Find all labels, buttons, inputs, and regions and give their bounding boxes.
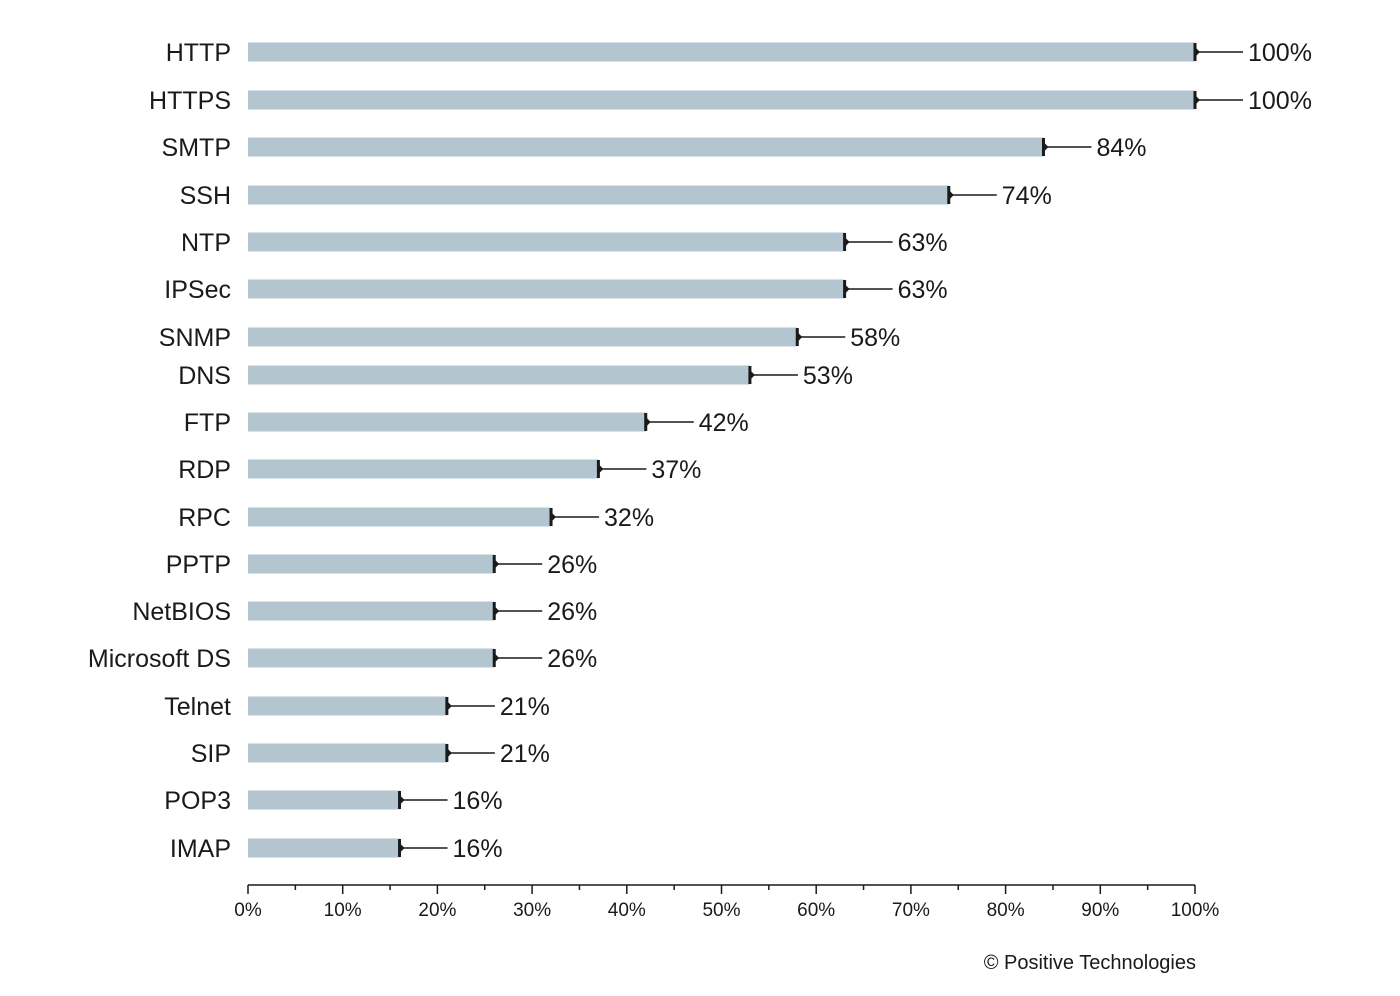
value-label: 16% xyxy=(453,835,503,863)
bar-row: FTP 42% xyxy=(184,409,749,437)
bar xyxy=(248,279,845,299)
category-label: Microsoft DS xyxy=(88,645,231,673)
value-label: 26% xyxy=(547,645,597,673)
value-label: 100% xyxy=(1248,39,1312,67)
category-label: FTP xyxy=(184,409,231,437)
x-tick-label: 40% xyxy=(608,900,646,921)
x-axis: 0% 10% 20% 30% 40% 50% 60% 70% 80% 90% 100% xyxy=(234,884,1220,921)
category-label: POP3 xyxy=(164,787,231,815)
value-label: 63% xyxy=(898,229,948,257)
bar xyxy=(248,232,845,252)
category-label: HTTP xyxy=(166,39,231,67)
category-label: SNMP xyxy=(159,324,231,352)
value-label: 37% xyxy=(651,456,701,484)
bar xyxy=(248,601,495,621)
bar-row: PPTP 26% xyxy=(166,551,598,579)
bar xyxy=(248,743,447,763)
value-label: 26% xyxy=(547,598,597,626)
value-label: 53% xyxy=(803,362,853,390)
category-label: IMAP xyxy=(170,835,231,863)
value-label: 42% xyxy=(699,409,749,437)
bar xyxy=(248,327,798,347)
category-label: SMTP xyxy=(162,134,231,162)
x-tick-label: 20% xyxy=(418,900,456,921)
x-tick-label: 10% xyxy=(324,900,362,921)
category-label: RDP xyxy=(178,456,231,484)
x-tick-label: 70% xyxy=(892,900,930,921)
bar-row: SNMP 58% xyxy=(159,324,901,352)
category-label: SSH xyxy=(180,182,231,210)
bar-row: NetBIOS 26% xyxy=(132,598,597,626)
bar-row: Microsoft DS 26% xyxy=(88,645,597,673)
bar-row: NTP 63% xyxy=(181,229,948,257)
value-label: 26% xyxy=(547,551,597,579)
value-label: 21% xyxy=(500,740,550,768)
bar xyxy=(248,42,1195,62)
bar-row: HTTP 100% xyxy=(166,39,1312,67)
value-label: 16% xyxy=(453,787,503,815)
bar-row: RDP 37% xyxy=(178,456,701,484)
category-label: RPC xyxy=(178,504,231,532)
x-tick-label: 100% xyxy=(1171,900,1220,921)
bar xyxy=(248,790,400,810)
value-label: 74% xyxy=(1002,182,1052,210)
bar-row: IMAP 16% xyxy=(170,835,503,863)
bar xyxy=(248,365,750,385)
value-label: 84% xyxy=(1096,134,1146,162)
bar xyxy=(248,459,599,479)
category-label: NetBIOS xyxy=(132,598,231,626)
x-tick-label: 60% xyxy=(797,900,835,921)
bar-row: SMTP 84% xyxy=(162,134,1147,162)
value-label: 63% xyxy=(898,276,948,304)
bar xyxy=(248,185,949,205)
bar-row: HTTPS 100% xyxy=(149,87,1312,115)
copyright-credit: © Positive Technologies xyxy=(984,952,1196,974)
category-label: DNS xyxy=(178,362,231,390)
bar xyxy=(248,838,400,858)
bar xyxy=(248,137,1044,157)
bar xyxy=(248,90,1195,110)
bar xyxy=(248,648,495,668)
bar xyxy=(248,554,495,574)
bars-layer: HTTP 100%HTTPS 100%SMTP 84%SSH 74%NTP 63%IPSe… xyxy=(88,39,1312,863)
bar-row: RPC 32% xyxy=(178,504,654,532)
bar-row: IPSec 63% xyxy=(164,276,947,304)
bar xyxy=(248,696,447,716)
category-label: PPTP xyxy=(166,551,231,579)
value-label: 100% xyxy=(1248,87,1312,115)
bar-row: SSH 74% xyxy=(180,182,1052,210)
category-label: NTP xyxy=(181,229,231,257)
value-label: 58% xyxy=(850,324,900,352)
x-tick-label: 50% xyxy=(702,900,740,921)
bar xyxy=(248,507,552,527)
value-label: 21% xyxy=(500,693,550,721)
bar-row: POP3 16% xyxy=(164,787,502,815)
value-label: 32% xyxy=(604,504,654,532)
bar xyxy=(248,412,646,432)
category-label: Telnet xyxy=(164,693,231,721)
x-tick-label: 30% xyxy=(513,900,551,921)
bar-row: DNS 53% xyxy=(178,362,853,390)
category-label: IPSec xyxy=(164,276,231,304)
bar-row: SIP 21% xyxy=(191,740,550,768)
bar-row: Telnet 21% xyxy=(164,693,550,721)
x-tick-label: 90% xyxy=(1081,900,1119,921)
x-tick-label: 80% xyxy=(987,900,1025,921)
x-tick-label: 0% xyxy=(234,900,262,921)
category-label: HTTPS xyxy=(149,87,231,115)
category-label: SIP xyxy=(191,740,231,768)
